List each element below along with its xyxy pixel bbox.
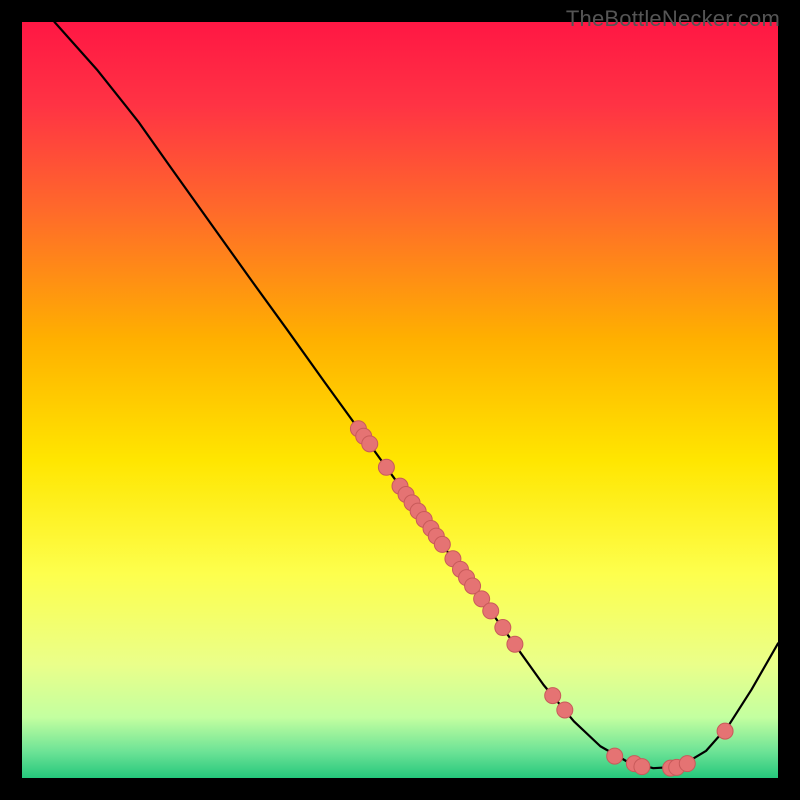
marker-point xyxy=(557,702,573,718)
marker-point xyxy=(607,748,623,764)
marker-point xyxy=(483,603,499,619)
marker-point xyxy=(434,536,450,552)
marker-point xyxy=(362,436,378,452)
watermark-text: TheBottleNecker.com xyxy=(566,6,780,32)
marker-point xyxy=(378,459,394,475)
marker-point xyxy=(507,636,523,652)
plot-area xyxy=(22,22,778,778)
plot-svg xyxy=(22,22,778,778)
marker-point xyxy=(717,723,733,739)
gradient-bg xyxy=(22,22,778,778)
marker-point xyxy=(634,759,650,775)
marker-point xyxy=(545,688,561,704)
marker-point xyxy=(495,620,511,636)
marker-point xyxy=(679,756,695,772)
chart-stage: TheBottleNecker.com xyxy=(0,0,800,800)
